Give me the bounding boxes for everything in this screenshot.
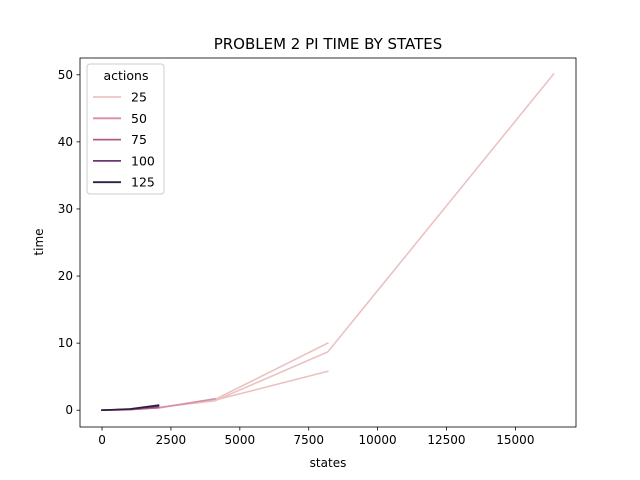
x-tick-label: 5000 xyxy=(225,433,256,447)
y-axis: 0 10 20 30 40 50 xyxy=(58,68,80,417)
legend-label-75: 75 xyxy=(131,132,147,147)
y-tick-label: 20 xyxy=(58,269,73,283)
x-tick-label: 10000 xyxy=(359,433,397,447)
x-tick-label: 15000 xyxy=(496,433,534,447)
y-axis-label: time xyxy=(32,228,46,255)
legend: actions 25 50 75 100 125 xyxy=(86,63,165,195)
x-axis-label: states xyxy=(310,456,347,470)
x-axis: 0 2500 5000 7500 10000 12500 15000 xyxy=(98,427,534,447)
series-line-25-2 xyxy=(213,370,329,402)
legend-label-125: 125 xyxy=(131,175,155,190)
y-tick-label: 10 xyxy=(58,336,73,350)
series-line-125-6 xyxy=(101,404,160,412)
x-tick-label: 12500 xyxy=(427,433,465,447)
x-tick-label: 0 xyxy=(98,433,106,447)
legend-label-50: 50 xyxy=(131,111,147,126)
y-tick-label: 50 xyxy=(58,68,73,82)
plot-frame xyxy=(79,57,577,428)
legend-items: 25 50 75 100 125 xyxy=(93,90,155,190)
y-tick-label: 0 xyxy=(65,403,73,417)
series-layer xyxy=(101,72,555,412)
legend-title: actions xyxy=(104,68,149,83)
y-tick-label: 40 xyxy=(58,135,73,149)
x-tick-label: 7500 xyxy=(293,433,324,447)
chart-title: PROBLEM 2 PI TIME BY STATES xyxy=(214,35,443,53)
y-tick-label: 30 xyxy=(58,202,73,216)
legend-label-25: 25 xyxy=(131,90,147,105)
legend-label-100: 100 xyxy=(131,153,155,168)
x-tick-label: 2500 xyxy=(156,433,187,447)
